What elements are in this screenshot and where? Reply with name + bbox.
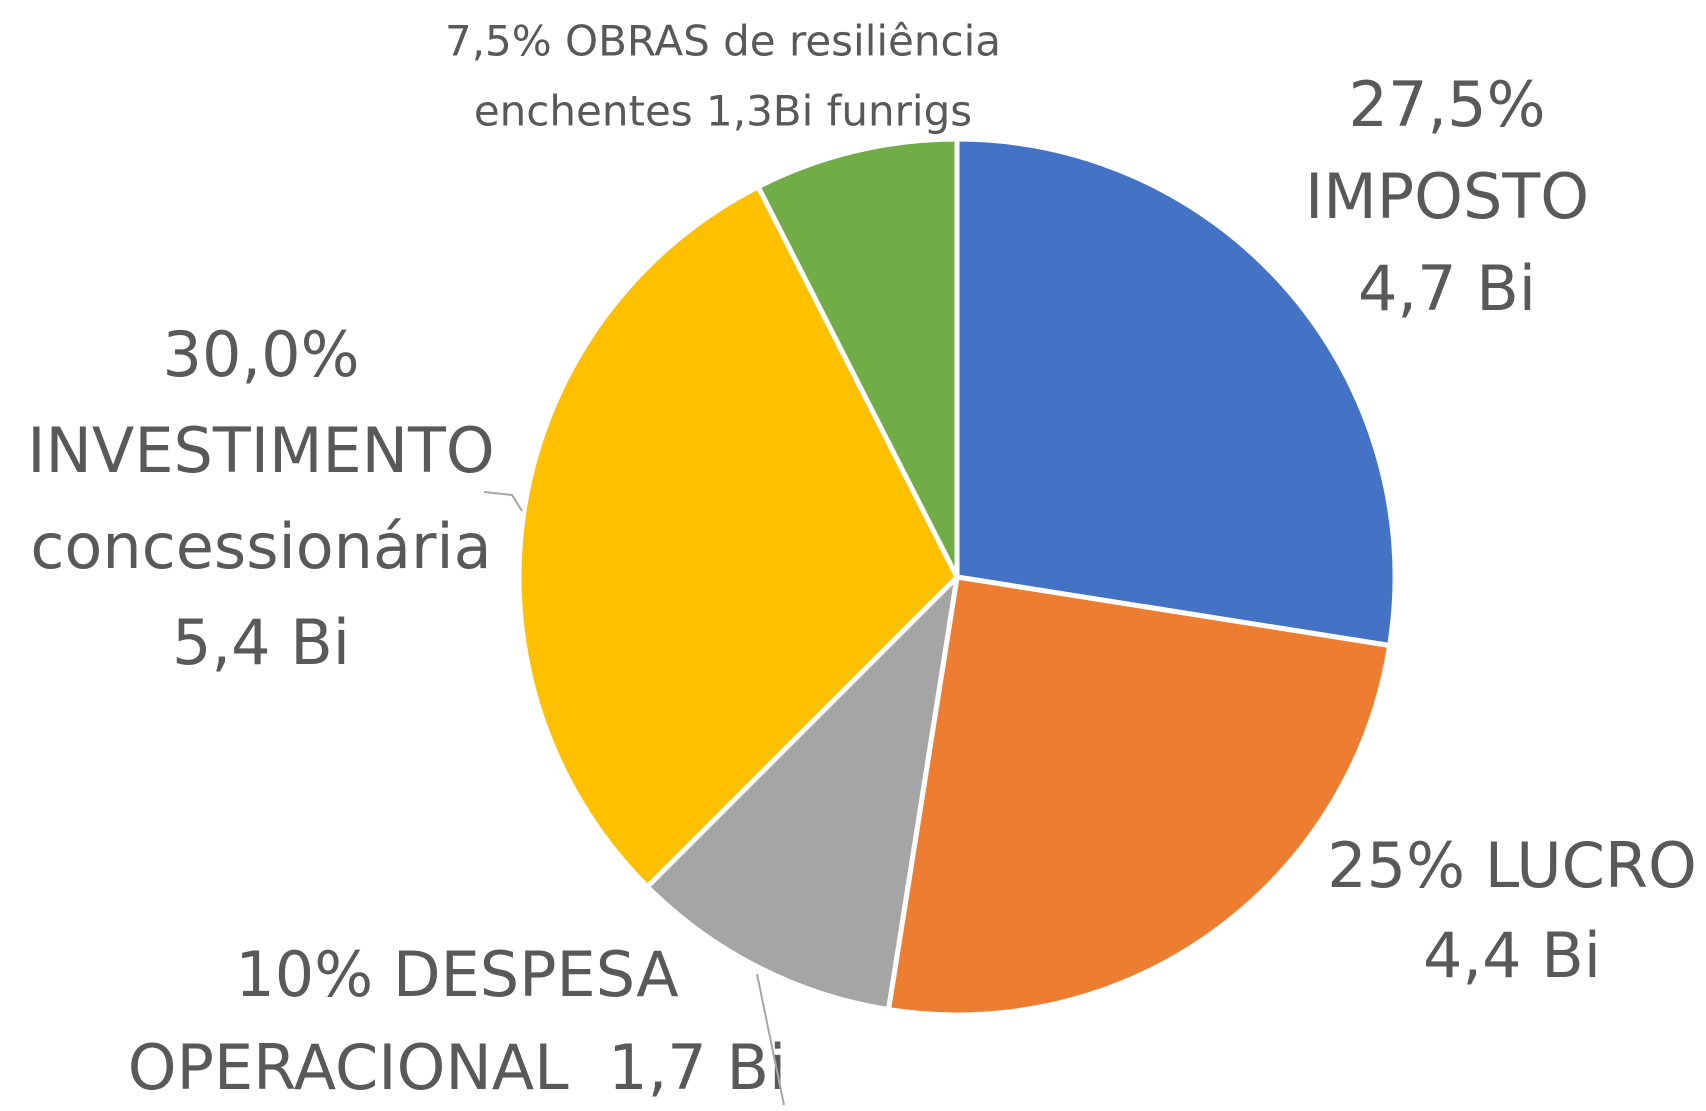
data-label: 10% DESPESA OPERACIONAL 1,7 Bi	[128, 938, 786, 1104]
data-label-line: 30,0%	[163, 318, 360, 391]
pie-slice	[755, 136, 960, 580]
leader-line	[483, 491, 523, 512]
data-label-line: concessionária	[30, 510, 491, 583]
data-label-line: 7,5% OBRAS de resiliência	[445, 17, 1001, 66]
data-label-line: OPERACIONAL 1,7 Bi	[128, 1031, 786, 1104]
pie-slice	[885, 574, 1393, 1018]
pie-slice	[644, 574, 960, 1013]
pie-slice	[954, 136, 1398, 649]
data-label-line: 25% LUCRO	[1327, 829, 1697, 902]
data-label-line: 10% DESPESA	[235, 938, 678, 1011]
data-label-line: 4,7 Bi	[1358, 252, 1536, 325]
pie-slice	[516, 184, 960, 890]
data-label-line: INVESTIMENTO	[27, 414, 494, 487]
data-label: 25% LUCRO 4,4 Bi	[1327, 829, 1697, 992]
data-label: 27,5% IMPOSTO 4,7 Bi	[1305, 68, 1589, 325]
data-label-line: enchentes 1,3Bi funrigs	[474, 87, 972, 136]
data-label-line: 27,5%	[1349, 68, 1546, 141]
leader-line	[756, 973, 785, 1106]
data-label-line: 5,4 Bi	[172, 606, 350, 679]
data-label: 30,0% INVESTIMENTO concessionária 5,4 Bi	[27, 318, 494, 679]
data-label-line: 4,4 Bi	[1423, 919, 1601, 992]
data-label-line: IMPOSTO	[1305, 160, 1589, 233]
data-label: 7,5% OBRAS de resiliência enchentes 1,3Bi…	[445, 17, 1001, 136]
